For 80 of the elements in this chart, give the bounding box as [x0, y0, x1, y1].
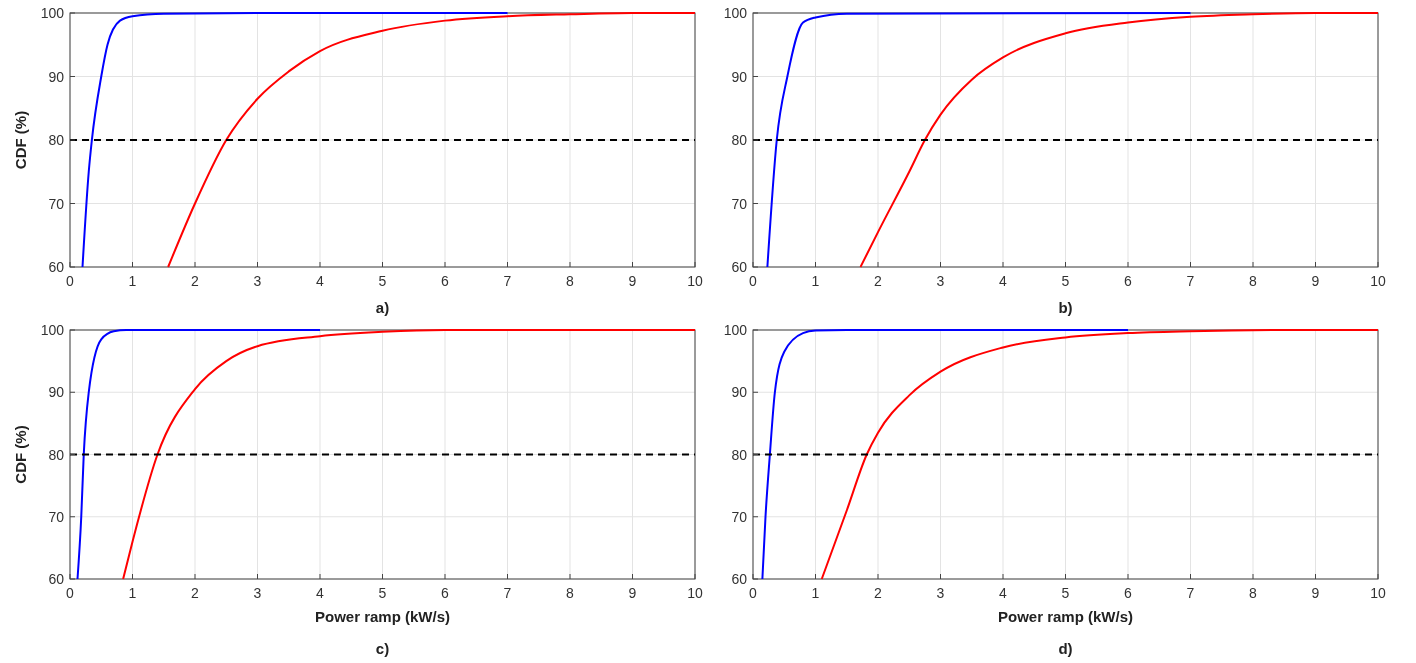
line-series	[761, 329, 1129, 580]
line-series	[81, 12, 509, 268]
x-tick-label: 3	[936, 273, 945, 289]
y-tick-label: 90	[48, 68, 65, 85]
text: a)	[375, 299, 390, 316]
line-series	[766, 12, 1192, 268]
y-tick-label: 90	[731, 68, 748, 85]
x-tick-label: 2	[191, 585, 200, 601]
y-axis-title: CDF (%)	[12, 425, 29, 484]
x-tick-label: 3	[936, 585, 945, 601]
x-tick-label: 5	[1061, 273, 1070, 289]
x-tick-label: 1	[811, 273, 820, 289]
x-tick-label: 3	[253, 585, 262, 601]
y-tick-label: 60	[731, 259, 748, 275]
x-tick-label: 0	[66, 585, 75, 601]
x-tick-label: 9	[1311, 273, 1320, 289]
y-tick-label: 70	[48, 195, 65, 212]
x-tick-label: 4	[999, 585, 1008, 601]
line-series	[76, 329, 321, 580]
x-tick-label: 0	[749, 585, 758, 601]
y-tick-label: 70	[731, 508, 748, 525]
x-tick-label: 0	[749, 273, 758, 289]
x-tick-label: 4	[999, 273, 1008, 289]
y-tick-label: 80	[731, 132, 748, 148]
y-tick-label: 60	[731, 571, 748, 587]
x-tick-label: 7	[503, 273, 512, 289]
x-tick-label: 7	[1186, 585, 1195, 601]
x-tick-label: 1	[128, 585, 137, 601]
y-tick-label: 90	[731, 384, 748, 401]
x-tick-label: 2	[874, 273, 883, 289]
x-tick-label: 10	[687, 585, 703, 601]
x-tick-label: 3	[253, 273, 262, 289]
line-series	[167, 12, 696, 268]
x-tick-label: 6	[441, 585, 450, 601]
y-tick-label: 90	[48, 384, 65, 401]
x-axis-title: Power ramp (kW/s)	[314, 608, 451, 625]
x-tick-label: 9	[628, 273, 637, 289]
y-tick-label: 70	[731, 195, 748, 212]
text: c)	[375, 640, 390, 657]
x-tick-label: 6	[1124, 585, 1133, 601]
y-tick-label: 70	[48, 508, 65, 525]
line-series	[820, 329, 1379, 580]
x-tick-label: 6	[441, 273, 450, 289]
x-tick-label: 5	[378, 273, 387, 289]
x-tick-label: 1	[811, 585, 820, 601]
x-tick-label: 7	[1186, 273, 1195, 289]
y-tick-label: 60	[48, 571, 65, 587]
x-tick-label: 4	[316, 585, 325, 601]
line-series	[122, 329, 696, 580]
x-tick-label: 2	[191, 273, 200, 289]
text: b)	[1058, 299, 1073, 316]
x-tick-label: 1	[128, 273, 137, 289]
x-tick-label: 7	[503, 585, 512, 601]
x-tick-label: 8	[566, 273, 575, 289]
x-tick-label: 5	[1061, 585, 1070, 601]
x-tick-label: 10	[1370, 273, 1386, 289]
text: d)	[1058, 640, 1073, 657]
y-axis-title: CDF (%)	[12, 110, 29, 170]
x-tick-label: 8	[1249, 273, 1258, 289]
x-tick-label: 0	[66, 273, 75, 289]
x-tick-label: 10	[687, 273, 703, 289]
x-tick-label: 4	[316, 273, 325, 289]
y-tick-label: 80	[731, 446, 748, 463]
y-tick-label: 100	[723, 5, 748, 21]
y-tick-label: 100	[40, 5, 65, 21]
x-tick-label: 9	[1311, 585, 1320, 601]
x-tick-label: 2	[874, 585, 883, 601]
x-tick-label: 8	[566, 585, 575, 601]
x-tick-label: 10	[1370, 585, 1386, 601]
x-tick-label: 5	[378, 585, 387, 601]
x-axis-title: Power ramp (kW/s)	[997, 608, 1134, 625]
y-tick-label: 100	[723, 322, 748, 338]
y-tick-label: 80	[48, 446, 65, 463]
x-tick-label: 8	[1249, 585, 1258, 601]
x-tick-label: 9	[628, 585, 637, 601]
x-tick-label: 6	[1124, 273, 1133, 289]
y-tick-label: 100	[40, 322, 65, 338]
y-tick-label: 80	[48, 132, 65, 148]
line-series	[859, 12, 1379, 268]
y-tick-label: 60	[48, 259, 65, 275]
